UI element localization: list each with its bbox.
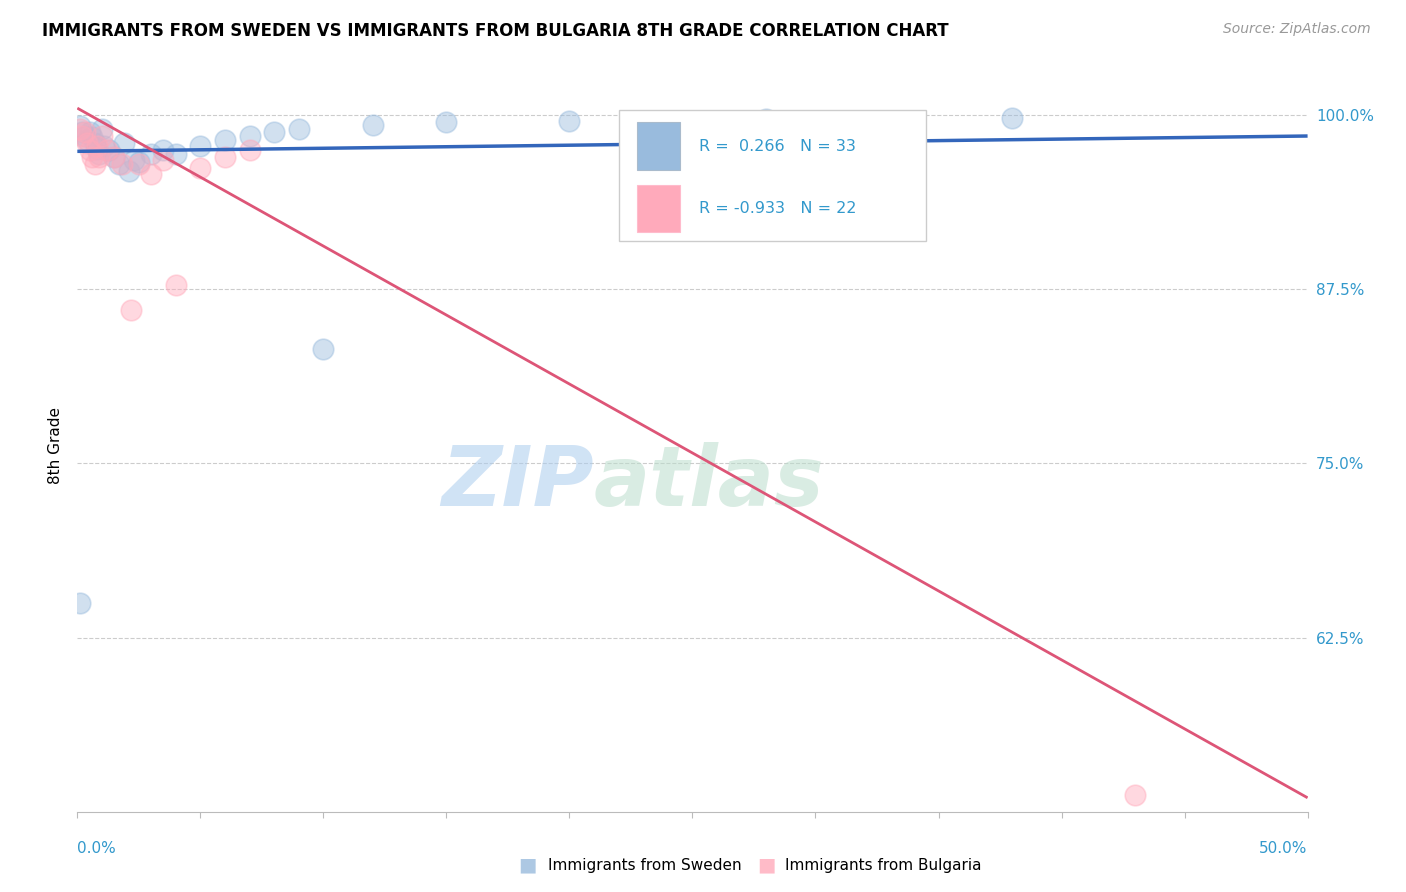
Text: R =  0.266   N = 33: R = 0.266 N = 33 [699, 138, 855, 153]
Text: atlas: atlas [595, 442, 825, 523]
Point [128, 157, 150, 171]
Text: Source: ZipAtlas.com: Source: ZipAtlas.com [1223, 22, 1371, 37]
Point [1001, 111, 1024, 125]
Point [89, 150, 111, 164]
Point [86, 138, 108, 153]
Point [82, 130, 104, 145]
Y-axis label: 8th Grade: 8th Grade [48, 408, 63, 484]
Point [108, 157, 131, 171]
Point [288, 122, 311, 136]
Text: R = -0.933   N = 22: R = -0.933 N = 22 [699, 201, 856, 216]
Point [69, 122, 91, 136]
Point [90, 122, 114, 136]
FancyBboxPatch shape [637, 185, 681, 232]
Point [73, 125, 96, 139]
Point [82, 150, 104, 164]
Point [239, 143, 262, 157]
Point [152, 153, 174, 167]
Point [121, 303, 143, 318]
Point [69, 120, 91, 134]
FancyBboxPatch shape [619, 110, 927, 241]
Text: ■: ■ [517, 855, 537, 875]
Point [128, 155, 150, 169]
Point [118, 164, 141, 178]
Point [98, 143, 121, 157]
Point [83, 157, 105, 171]
Point [141, 147, 163, 161]
Point [141, 167, 163, 181]
Point [165, 147, 187, 161]
Point [263, 125, 285, 139]
Point [90, 128, 114, 143]
Point [361, 118, 384, 132]
FancyBboxPatch shape [637, 122, 681, 169]
Point [122, 153, 145, 167]
Point [70, 128, 93, 143]
Point [188, 161, 212, 175]
Point [79, 125, 101, 139]
Text: 50.0%: 50.0% [1260, 841, 1308, 856]
Point [86, 142, 108, 156]
Text: Immigrants from Sweden: Immigrants from Sweden [548, 858, 742, 872]
Point [73, 128, 96, 143]
Text: 0.0%: 0.0% [77, 841, 117, 856]
Point [239, 128, 262, 143]
Point [214, 133, 236, 147]
Point [76, 133, 98, 147]
Point [152, 143, 174, 157]
Text: ■: ■ [756, 855, 776, 875]
Point [188, 138, 212, 153]
Point [165, 278, 187, 293]
Point [214, 150, 236, 164]
Point [312, 342, 335, 356]
Point [79, 143, 101, 157]
Point [1125, 788, 1147, 802]
Point [103, 150, 125, 164]
Point [436, 115, 458, 129]
Point [103, 150, 125, 164]
Point [96, 143, 118, 157]
Point [112, 136, 135, 150]
Text: Immigrants from Bulgaria: Immigrants from Bulgaria [785, 858, 981, 872]
Point [70, 125, 93, 139]
Point [111, 157, 132, 171]
Point [83, 136, 105, 150]
Point [558, 113, 581, 128]
Point [89, 147, 111, 161]
Text: IMMIGRANTS FROM SWEDEN VS IMMIGRANTS FROM BULGARIA 8TH GRADE CORRELATION CHART: IMMIGRANTS FROM SWEDEN VS IMMIGRANTS FRO… [42, 22, 949, 40]
Point [93, 138, 115, 153]
Text: ZIP: ZIP [441, 442, 595, 523]
Point [755, 112, 778, 127]
Point [69, 596, 91, 610]
Point [76, 136, 98, 150]
